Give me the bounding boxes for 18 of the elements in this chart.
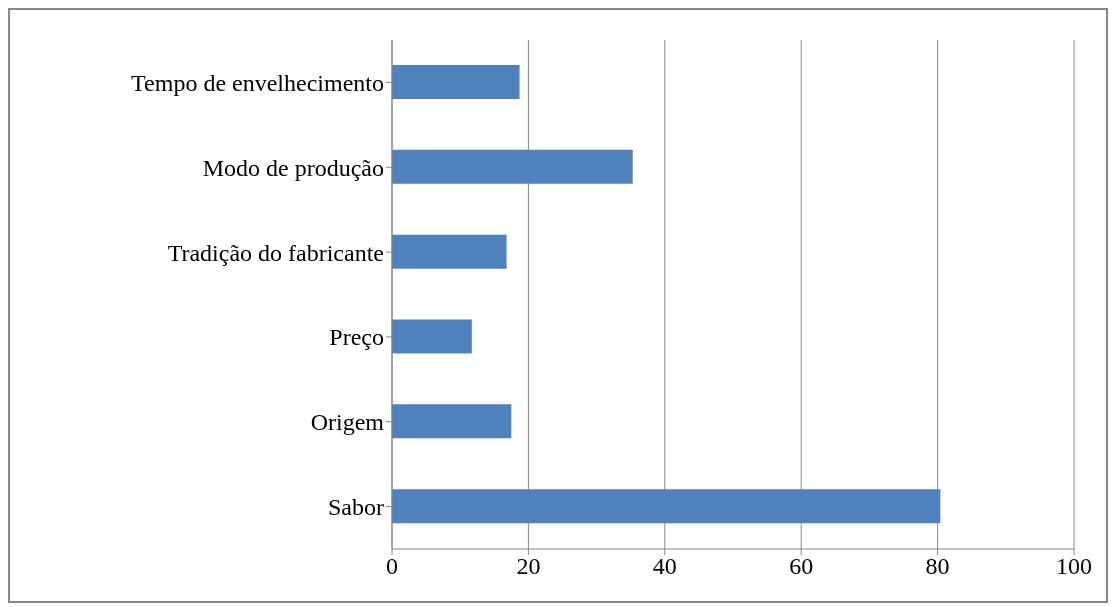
y-tick-label: Preço — [329, 324, 384, 351]
x-tick-label: 0 — [386, 553, 398, 580]
bar — [392, 319, 472, 354]
bar — [392, 234, 507, 269]
x-tick-label: 20 — [516, 553, 541, 580]
bar — [392, 149, 633, 184]
bar — [392, 65, 520, 99]
y-tick-label: Tradição do fabricante — [167, 239, 384, 266]
y-tick-label: Sabor — [328, 494, 384, 521]
y-tick-label: Modo de produção — [202, 154, 384, 181]
bar — [392, 489, 941, 524]
x-tick-label: 60 — [789, 553, 814, 580]
x-tick-label: 40 — [652, 553, 677, 580]
y-tick-label: Tempo de envelhecimento — [131, 69, 384, 96]
x-tick-label: 80 — [925, 553, 950, 580]
bar — [392, 404, 512, 439]
y-tick-label: Origem — [310, 409, 385, 436]
x-tick-label: 100 — [1056, 553, 1092, 580]
